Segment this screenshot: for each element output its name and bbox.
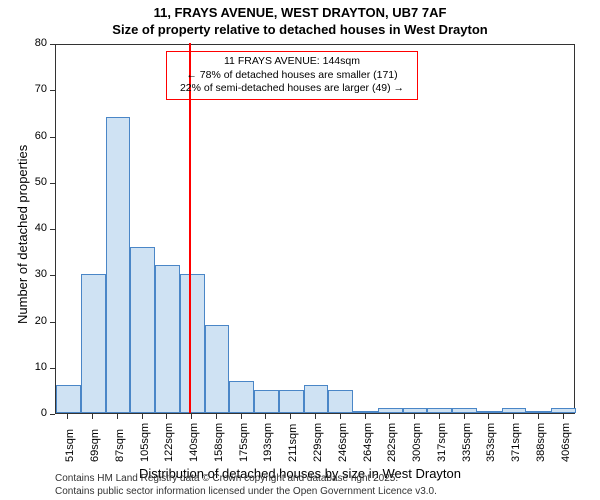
x-tick [216,414,217,419]
x-tick-label: 105sqm [139,423,151,462]
histogram-bar [502,408,527,413]
histogram-bar [81,274,106,413]
histogram-bar [155,265,180,413]
y-tick-label: 60 [17,130,47,142]
y-tick-label: 80 [17,37,47,49]
histogram-bar [353,411,378,413]
histogram-bar [106,117,131,413]
y-tick [50,229,55,230]
histogram-bar [130,247,155,414]
x-tick-label: 388sqm [535,423,547,462]
x-tick [513,414,514,419]
x-tick [290,414,291,419]
histogram-bar [452,408,477,413]
histogram-bar [56,385,81,413]
x-tick-label: 229sqm [312,423,324,462]
x-tick-label: 87sqm [114,429,126,462]
y-tick-label: 20 [17,315,47,327]
x-tick-label: 175sqm [238,423,250,462]
annotation-line: 22% of semi-detached houses are larger (… [173,82,411,96]
x-tick-label: 282sqm [386,423,398,462]
chart-container: 11, FRAYS AVENUE, WEST DRAYTON, UB7 7AF … [0,0,600,500]
x-tick [389,414,390,419]
histogram-bar [328,390,353,413]
x-tick-label: 406sqm [560,423,572,462]
y-tick-label: 50 [17,176,47,188]
x-tick [538,414,539,419]
y-tick [50,90,55,91]
x-tick [166,414,167,419]
histogram-bar [304,385,329,413]
x-tick-label: 335sqm [461,423,473,462]
histogram-bar [526,411,551,413]
x-tick [488,414,489,419]
x-tick [414,414,415,419]
y-tick-label: 10 [17,361,47,373]
plot-area: 11 FRAYS AVENUE: 144sqm← 78% of detached… [55,44,575,414]
x-tick-label: 69sqm [89,429,101,462]
x-tick [563,414,564,419]
x-tick [142,414,143,419]
y-tick-label: 70 [17,83,47,95]
histogram-bar [229,381,254,413]
y-tick [50,183,55,184]
x-tick-label: 211sqm [287,424,299,462]
x-tick [464,414,465,419]
x-tick-label: 353sqm [485,423,497,462]
y-tick [50,322,55,323]
attribution-line1: Contains HM Land Registry data © Crown c… [55,473,398,484]
x-tick-label: 317sqm [436,423,448,462]
y-axis-label: Number of detached properties [15,145,30,324]
y-tick [50,275,55,276]
x-tick [265,414,266,419]
y-tick-label: 0 [17,407,47,419]
histogram-bar [279,390,304,413]
y-tick [50,368,55,369]
x-tick-label: 246sqm [337,423,349,462]
histogram-bar [378,408,403,413]
x-tick [117,414,118,419]
y-tick [50,44,55,45]
histogram-bar [205,325,230,413]
x-tick [365,414,366,419]
x-tick [241,414,242,419]
x-tick-label: 140sqm [188,423,200,462]
x-tick [340,414,341,419]
x-tick [191,414,192,419]
histogram-bar [427,408,452,413]
histogram-bar [180,274,205,413]
y-tick-label: 30 [17,268,47,280]
y-tick [50,414,55,415]
x-tick-label: 300sqm [411,423,423,462]
histogram-bar [477,411,502,413]
x-tick-label: 158sqm [213,423,225,462]
chart-title-desc: Size of property relative to detached ho… [0,22,600,37]
x-tick-label: 51sqm [64,429,76,462]
y-tick [50,137,55,138]
x-tick [315,414,316,419]
x-tick [92,414,93,419]
annotation-line: 11 FRAYS AVENUE: 144sqm [173,55,411,69]
x-tick-label: 122sqm [163,423,175,462]
annotation-box: 11 FRAYS AVENUE: 144sqm← 78% of detached… [166,51,418,100]
x-tick-label: 371sqm [510,423,522,462]
x-tick [67,414,68,419]
histogram-bar [403,408,428,413]
x-tick-label: 193sqm [262,423,274,462]
attribution-line2: Contains public sector information licen… [55,486,437,497]
x-tick [439,414,440,419]
annotation-line: ← 78% of detached houses are smaller (17… [173,69,411,83]
histogram-bar [254,390,279,413]
chart-title-address: 11, FRAYS AVENUE, WEST DRAYTON, UB7 7AF [0,5,600,20]
x-tick-label: 264sqm [362,423,374,462]
y-tick-label: 40 [17,222,47,234]
histogram-bar [551,408,576,413]
